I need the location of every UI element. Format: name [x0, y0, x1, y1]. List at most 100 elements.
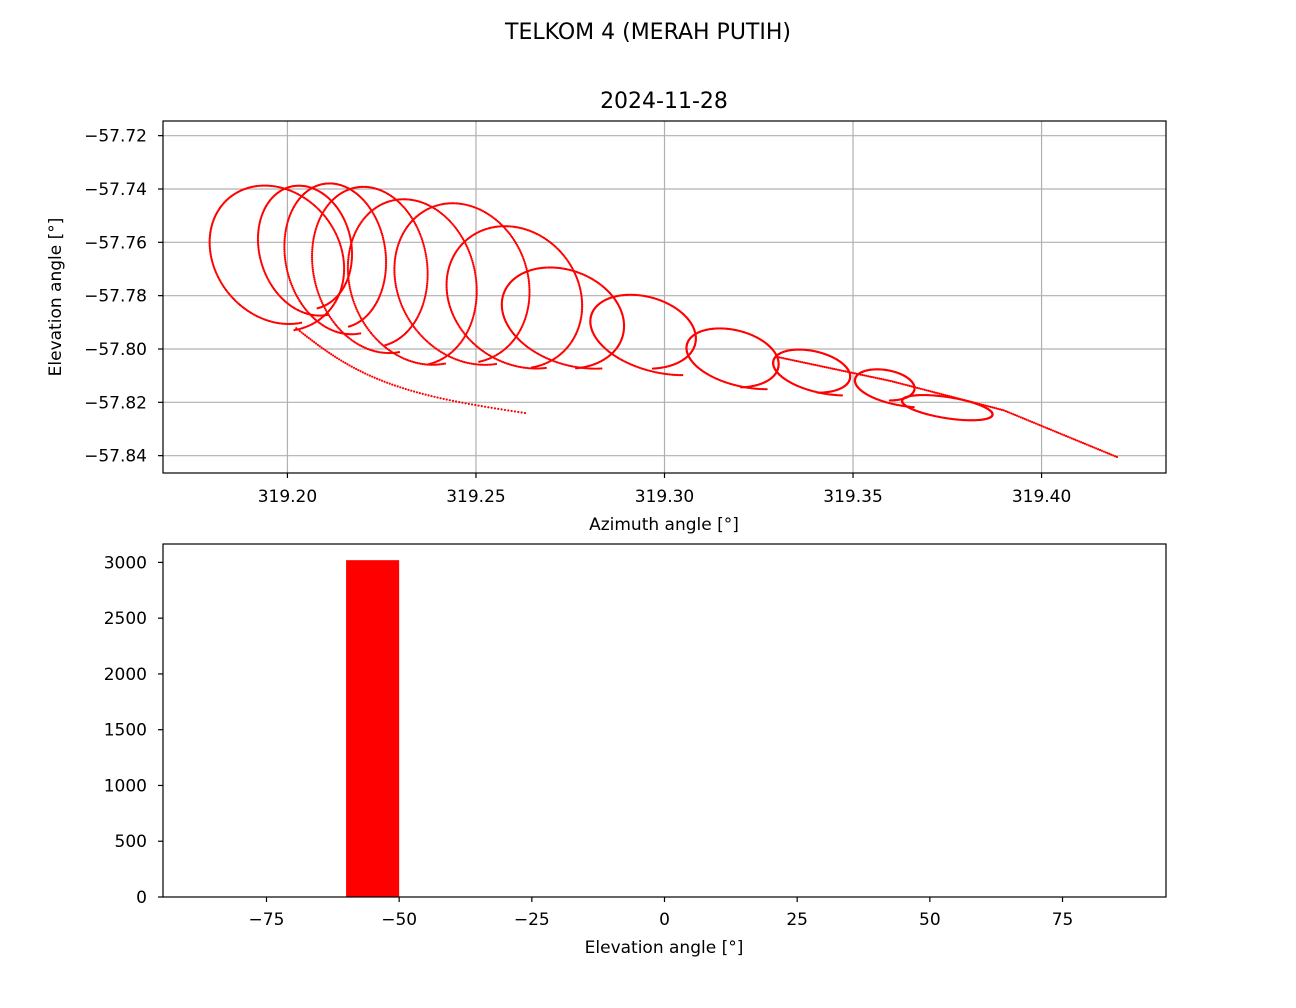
scatter-point: [257, 242, 260, 246]
scatter-point: [256, 234, 260, 237]
scatter-point: [419, 362, 422, 365]
histogram-y-tick-label: 1500: [104, 721, 147, 741]
scatter-point: [393, 264, 396, 267]
scatter-point: [1115, 455, 1119, 459]
scatter-point: [386, 347, 389, 351]
scatter-point: [472, 265, 475, 268]
scatter-point: [364, 323, 367, 327]
scatter-point: [1010, 412, 1013, 415]
scatter-point: [384, 252, 387, 256]
scatter-point: [284, 262, 287, 265]
scatter-point: [346, 267, 349, 271]
scatter-point: [474, 307, 477, 310]
scatter-point: [475, 290, 478, 293]
scatter-point: [520, 252, 523, 255]
scatter-point: [458, 231, 461, 234]
scatter-point: [283, 256, 287, 259]
scatter-point: [808, 362, 811, 365]
scatter-point: [848, 371, 851, 374]
scatter-point: [486, 363, 489, 366]
scatter-x-tick-label: 319.30: [635, 487, 694, 507]
scatter-point: [365, 325, 368, 328]
scatter-point: [897, 381, 900, 385]
scatter-point: [342, 265, 346, 268]
scatter-x-tick-label: 319.25: [446, 487, 505, 507]
scatter-point: [525, 312, 528, 316]
scatter-point: [315, 226, 318, 229]
scatter-point: [431, 363, 435, 366]
scatter-point: [993, 406, 996, 409]
scatter-point: [451, 399, 455, 402]
scatter-point: [257, 249, 260, 252]
scatter-point: [525, 314, 528, 317]
scatter-point: [510, 409, 513, 413]
scatter-point: [284, 260, 287, 263]
scatter-point: [565, 364, 569, 367]
scatter-point: [310, 258, 314, 261]
scatter-point: [208, 239, 211, 242]
scatter-point: [580, 300, 584, 303]
scatter-point: [445, 289, 448, 292]
histogram-x-axis-label: Elevation angle [°]: [585, 938, 744, 958]
scatter-point: [583, 367, 586, 370]
scatter-point: [426, 270, 429, 274]
scatter-point: [983, 404, 987, 407]
scatter-point: [497, 358, 500, 362]
scatter-point: [525, 267, 528, 271]
scatter-point: [488, 363, 491, 366]
scatter-point: [394, 282, 397, 285]
figure-suptitle: TELKOM 4 (MERAH PUTIH): [504, 20, 791, 45]
scatter-point: [395, 250, 398, 253]
scatter-point: [411, 324, 415, 327]
scatter-point: [659, 372, 663, 375]
scatter-point: [931, 390, 934, 393]
scatter-point: [539, 367, 542, 370]
scatter-point: [363, 322, 366, 325]
scatter-point: [398, 298, 401, 302]
scatter-point: [517, 246, 520, 250]
scatter-point: [445, 398, 448, 401]
scatter-point: [350, 256, 354, 259]
scatter-point: [543, 367, 546, 370]
scatter-point: [424, 292, 427, 295]
scatter-point: [970, 400, 973, 404]
scatter-point: [503, 361, 506, 364]
scatter-point: [317, 221, 320, 224]
scatter-x-tick-label: 319.35: [823, 487, 882, 507]
histogram-y-tick-label: 3000: [104, 553, 147, 573]
scatter-point: [283, 322, 286, 325]
scatter-point: [1068, 436, 1071, 439]
scatter-point: [284, 228, 288, 231]
scatter-point: [669, 373, 672, 376]
scatter-point: [513, 364, 517, 368]
scatter-point: [564, 363, 567, 366]
scatter-point: [408, 319, 411, 322]
scatter-point: [311, 242, 314, 245]
scatter-point: [929, 390, 932, 393]
scatter-point: [359, 317, 363, 320]
scatter-point: [942, 393, 945, 396]
scatter-point: [425, 261, 429, 264]
scatter-point: [315, 224, 319, 227]
scatter-point: [1100, 449, 1103, 452]
scatter-point: [257, 244, 260, 247]
scatter-point: [393, 384, 397, 387]
scatter-point: [595, 367, 598, 370]
scatter-point: [527, 278, 530, 282]
scatter-point: [923, 388, 926, 391]
scatter-point: [381, 351, 384, 354]
scatter-point: [500, 408, 503, 411]
scatter-point: [1114, 455, 1117, 458]
scatter-point: [423, 247, 426, 250]
scatter-point: [522, 258, 526, 262]
scatter-point: [311, 339, 314, 342]
scatter-point: [508, 363, 512, 366]
scatter-point: [1006, 410, 1009, 413]
scatter-point: [445, 284, 448, 287]
scatter-point: [373, 350, 376, 353]
scatter-point: [425, 286, 428, 289]
scatter-point: [208, 247, 211, 250]
scatter-point: [383, 241, 386, 244]
scatter-point: [348, 251, 351, 254]
